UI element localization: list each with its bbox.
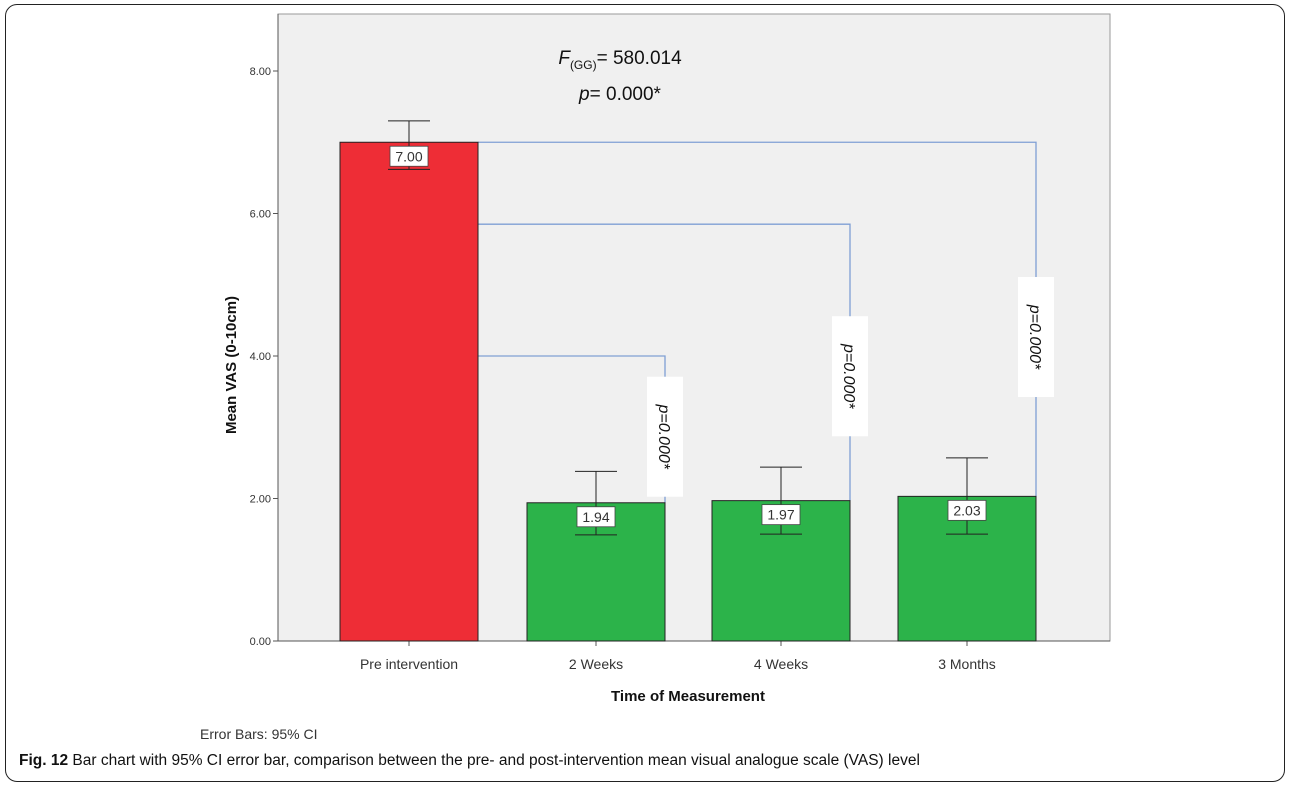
statistics-annotation: F(GG)= 580.014 p= 0.000* bbox=[470, 44, 770, 109]
y-tick-label: 2.00 bbox=[250, 494, 271, 506]
value-labels: 7.00 1.94 1.97 2.03 bbox=[389, 145, 987, 528]
p-value-label-group: p=0.000* bbox=[1018, 277, 1054, 398]
bars bbox=[339, 141, 1037, 642]
y-tick-label: 8.00 bbox=[250, 66, 271, 78]
p-value-label: p=0.000* bbox=[840, 343, 857, 409]
value-label: 7.00 bbox=[395, 148, 422, 164]
x-tick-label: 3 Months bbox=[938, 656, 996, 672]
p-value-label: p=0.000* bbox=[1026, 304, 1043, 370]
p-value-label: p=0.000* bbox=[655, 403, 672, 469]
x-tick-label: Pre intervention bbox=[360, 656, 458, 672]
y-axis: 0.00 2.00 4.00 6.00 8.00 bbox=[250, 14, 279, 648]
error-bar-note: Error Bars: 95% CI bbox=[200, 726, 318, 742]
p-value-label-box bbox=[647, 376, 683, 497]
caption-text: Bar chart with 95% CI error bar, compari… bbox=[68, 752, 920, 769]
p-value-label-box bbox=[832, 316, 868, 437]
value-label-box bbox=[947, 499, 987, 521]
y-axis-label: Mean VAS (0-10cm) bbox=[223, 296, 240, 434]
figure-caption: Fig. 12 Bar chart with 95% CI error bar,… bbox=[19, 752, 920, 770]
y-tick-label: 6.00 bbox=[250, 209, 271, 221]
comparison-p-labels: p=0.000* p=0.000* p=0.000* bbox=[647, 277, 1054, 497]
p-value-label-group: p=0.000* bbox=[647, 376, 683, 497]
value-label-box bbox=[761, 504, 801, 526]
f-statistic: F(GG)= 580.014 bbox=[558, 48, 682, 72]
value-label: 2.03 bbox=[953, 502, 980, 518]
value-label: 1.94 bbox=[582, 509, 609, 525]
x-tick-label: 4 Weeks bbox=[754, 656, 808, 672]
x-tick-label: 2 Weeks bbox=[569, 656, 623, 672]
x-axis: Pre intervention 2 Weeks 4 Weeks 3 Months bbox=[278, 640, 1110, 672]
x-axis-label: Time of Measurement bbox=[611, 688, 765, 705]
caption-label: Fig. 12 bbox=[19, 752, 69, 769]
y-tick-label: 0.00 bbox=[250, 636, 271, 648]
value-label-box bbox=[389, 145, 429, 167]
error-bars bbox=[388, 120, 988, 536]
value-label-box bbox=[576, 506, 616, 528]
p-value-label-group: p=0.000* bbox=[832, 316, 868, 437]
y-tick-label: 4.00 bbox=[250, 351, 271, 363]
value-label: 1.97 bbox=[767, 507, 794, 523]
bar bbox=[339, 141, 479, 642]
p-statistic: p= 0.000* bbox=[579, 83, 661, 105]
p-value-label-box bbox=[1018, 277, 1054, 398]
